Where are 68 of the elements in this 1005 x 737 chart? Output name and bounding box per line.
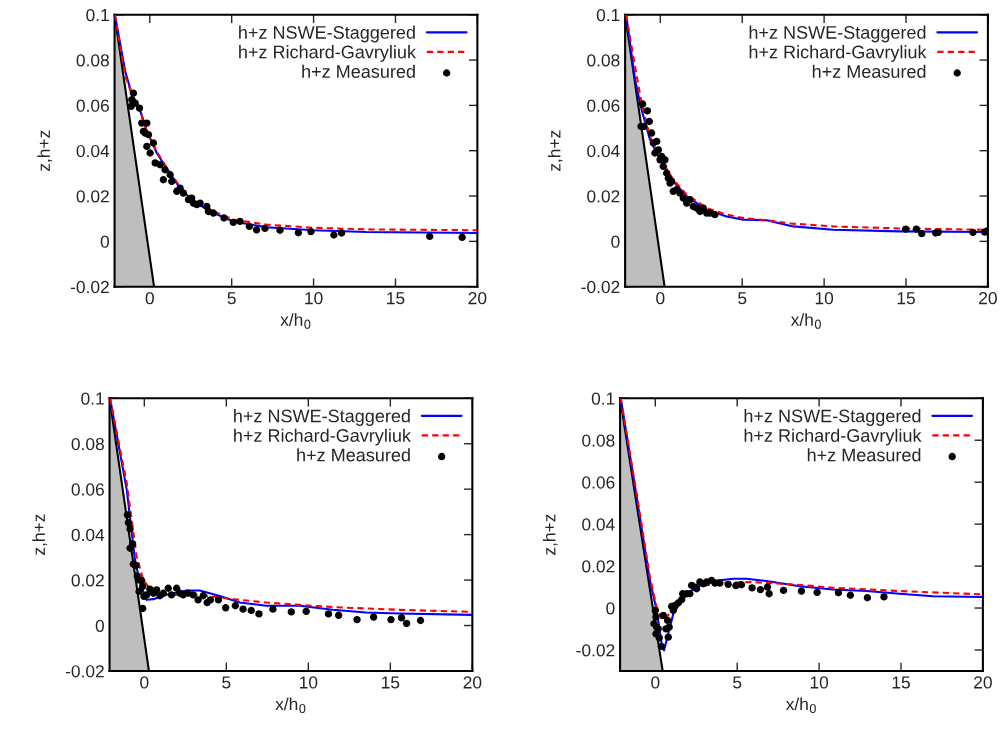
y-tick-label: -0.02: [576, 644, 615, 657]
y-tick-label: 0.08: [582, 434, 615, 447]
y-tick-label: -0.02: [70, 280, 109, 294]
x-tick-label: 15: [897, 292, 915, 305]
y-tick-label: 0.02: [582, 560, 615, 573]
x-axis-title: x/h$_{0}$: [790, 313, 821, 329]
legend-label: h+z NSWE-Staggered: [234, 409, 410, 426]
y-axis-title: z,h+z: [32, 514, 48, 555]
x-tick-label: 20: [979, 292, 997, 305]
legend-label: h+z Richard-Gavryliuk: [239, 45, 417, 62]
y-tick-label: 0: [606, 602, 615, 615]
y-tick-label: 0.02: [71, 574, 104, 587]
x-tick-label: 15: [892, 676, 910, 689]
y-tick-label: 0.1: [86, 8, 109, 22]
y-tick-label: 0.04: [76, 144, 110, 158]
x-tick-label: 20: [468, 292, 487, 305]
x-tick-label: 10: [300, 676, 318, 689]
x-tick-label: 0: [656, 292, 665, 305]
y-tick-label: 0.06: [71, 483, 104, 496]
x-tick-label: 5: [733, 676, 742, 689]
y-tick-label: 0.06: [587, 99, 620, 112]
x-tick-label: 0: [651, 676, 660, 689]
y-tick-label: 0.1: [596, 8, 620, 22]
legend-label: h+z Measured: [807, 448, 921, 462]
y-tick-label: -0.02: [65, 665, 104, 678]
x-tick-label: 15: [387, 292, 405, 305]
x-tick-label: 0: [145, 292, 154, 305]
y-tick-label: 0: [95, 619, 105, 632]
x-axis-title: x/h$_{0}$: [785, 697, 816, 714]
legend-label: h+z Measured: [812, 64, 926, 78]
x-axis-title: x/h$_{0}$: [275, 697, 306, 714]
legend-label: h+z NSWE-Staggered: [749, 25, 926, 43]
y-tick-label: 0.02: [587, 190, 620, 203]
x-tick-label: 20: [974, 676, 992, 689]
y-tick-label: 0.04: [71, 528, 105, 542]
legend-label: h+z Richard-Gavryliuk: [234, 428, 411, 446]
legend-label: h+z Richard-Gavryliuk: [749, 45, 927, 62]
x-tick-label: 10: [815, 292, 834, 305]
y-tick-label: 0.1: [81, 392, 104, 405]
x-tick-label: 5: [738, 292, 747, 305]
y-tick-label: 0: [611, 235, 620, 248]
y-tick-label: 0.02: [76, 190, 109, 203]
x-tick-label: 20: [463, 676, 482, 689]
y-tick-label: 0.1: [591, 392, 615, 405]
legend-label: h+z Richard-Gavryliuk: [744, 428, 922, 446]
y-tick-label: 0: [100, 235, 110, 248]
y-tick-label: 0.04: [587, 144, 620, 158]
y-tick-label: 0.08: [71, 437, 104, 451]
legend-label: h+z NSWE-Staggered: [239, 25, 415, 43]
legend-label: h+z NSWE-Staggered: [744, 409, 921, 426]
y-axis-title: z,h+z: [547, 130, 563, 171]
x-tick-label: 10: [305, 292, 323, 305]
y-axis-title: z,h+z: [542, 514, 558, 555]
y-tick-label: -0.02: [581, 280, 620, 294]
legend-label: h+z Measured: [302, 64, 415, 78]
x-tick-label: 10: [810, 676, 829, 689]
x-axis-title: x/h$_{0}$: [280, 313, 311, 329]
x-tick-label: 5: [222, 676, 231, 689]
x-tick-label: 5: [227, 292, 236, 305]
x-tick-label: 0: [140, 676, 149, 689]
legend-label: h+z Measured: [297, 448, 410, 462]
y-tick-label: 0.08: [76, 54, 109, 67]
y-tick-label: 0.06: [76, 99, 109, 112]
x-tick-label: 15: [382, 676, 400, 689]
y-tick-label: 0.06: [582, 476, 615, 489]
y-axis-title: z,h+z: [37, 130, 53, 171]
y-tick-label: 0.08: [587, 54, 620, 67]
y-tick-label: 0.04: [582, 518, 615, 531]
